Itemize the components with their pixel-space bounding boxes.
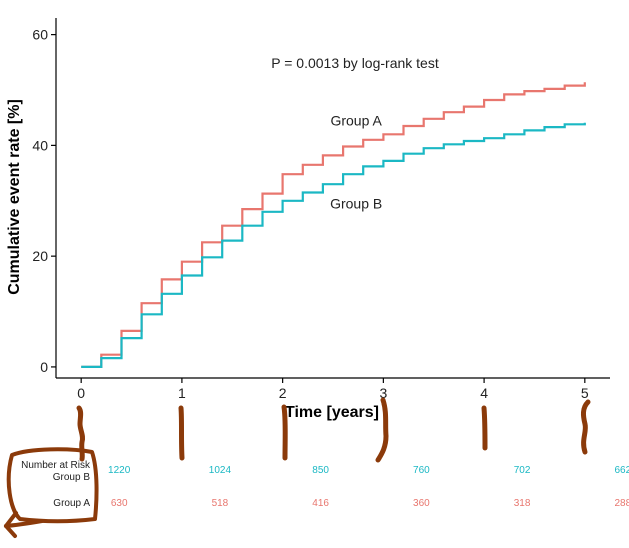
risk-row-label-group-b: Group B: [53, 472, 91, 483]
y-tick-label: 40: [32, 137, 48, 153]
risk-value: 318: [514, 498, 531, 509]
markup-arrow-head-top: [4, 511, 18, 528]
risk-value: 518: [212, 498, 229, 509]
x-tick-label: 0: [77, 385, 85, 401]
markup-stroke-tick-3: [375, 397, 389, 463]
pvalue-annotation: P = 0.0013 by log-rank test: [271, 55, 439, 71]
markup-circle: [6, 447, 99, 524]
x-ticks: 0 1 2 3 4 5: [77, 378, 589, 401]
x-tick-label: 1: [178, 385, 186, 401]
markup-arrow-shaft: [4, 519, 44, 528]
curves: [81, 82, 586, 368]
x-tick-label: 4: [480, 385, 488, 401]
risk-values: 1220 1024 850 760 702 662 630 518 416 360 318 288: [108, 465, 629, 509]
y-tick-label: 60: [32, 27, 48, 43]
y-ticks: 0 20 40 60: [32, 27, 56, 375]
markup-arrow-head-bottom: [4, 524, 17, 538]
x-tick-label: 5: [581, 385, 589, 401]
risk-value: 416: [312, 498, 329, 509]
y-axis-title: Cumulative event rate [%]: [6, 99, 23, 295]
risk-value: 1024: [209, 465, 232, 476]
risk-value: 760: [413, 465, 430, 476]
risk-value: 630: [111, 498, 128, 509]
risk-row-label-group-a: Group A: [53, 498, 90, 509]
hand-drawn-markup: [4, 397, 591, 538]
axes: [55, 18, 610, 379]
x-tick-label: 3: [379, 385, 387, 401]
series-line-group-a: [81, 82, 586, 368]
x-tick-label: 2: [279, 385, 287, 401]
series-labels: Group A Group B: [330, 112, 382, 211]
markup-stroke-tick-1: [178, 405, 185, 461]
series-label: Group A: [330, 112, 382, 128]
series-line-group-b: [81, 122, 586, 368]
markup-stroke-tick-4: [481, 405, 488, 451]
x-axis-title: Time [years]: [285, 404, 379, 421]
risk-table-header: Number at Risk: [21, 460, 91, 471]
y-tick-label: 20: [32, 248, 48, 264]
markup-stroke-tick-2: [281, 404, 288, 461]
risk-value: 662: [614, 465, 629, 476]
risk-value: 1220: [108, 465, 131, 476]
risk-value: 288: [614, 498, 629, 509]
risk-value: 850: [312, 465, 329, 476]
series-label: Group B: [330, 196, 382, 212]
markup-stroke-tick-5: [580, 399, 591, 455]
risk-table: Number at Risk Group B Group A 1220 1024 8…: [21, 460, 629, 509]
risk-value: 360: [413, 498, 430, 509]
risk-value: 702: [514, 465, 531, 476]
y-tick-label: 0: [40, 359, 48, 375]
